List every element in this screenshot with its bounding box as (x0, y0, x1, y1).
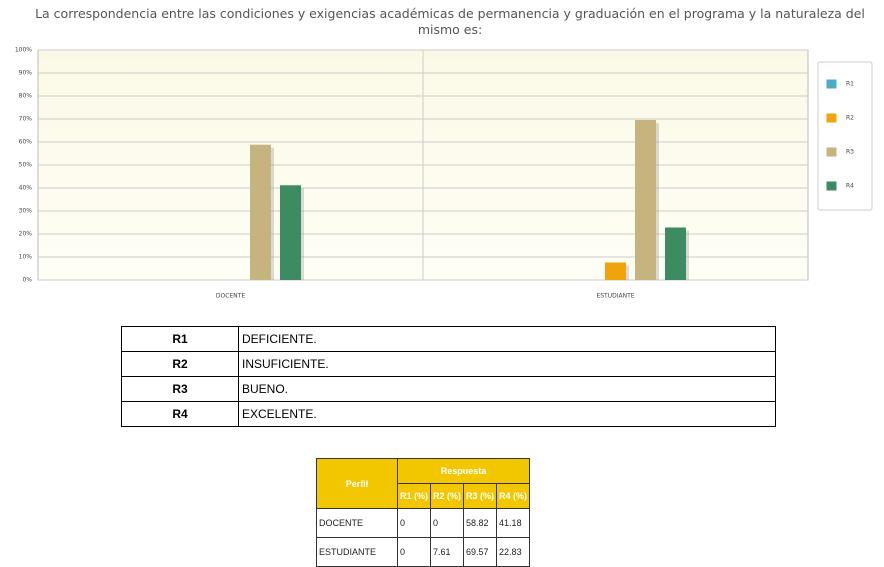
y-tick-label: 80% (19, 93, 33, 100)
y-tick-label: 100% (15, 47, 32, 54)
y-tick-label: 90% (19, 70, 33, 77)
y-tick-label: 20% (19, 231, 33, 238)
definition-cell: BUENO. (238, 376, 776, 402)
header-cell: Respuesta (396, 458, 531, 484)
legend-label: R2 (846, 115, 854, 122)
legend-label: R4 (846, 183, 854, 190)
definition-cell: EXCELENTE. (238, 401, 776, 427)
bar (250, 144, 271, 280)
result-cell: 22.83 (496, 537, 531, 567)
y-tick-label: 50% (19, 162, 33, 169)
header-row: Perfil Respuesta (316, 458, 531, 509)
subheader-cell: R4 (%) (496, 483, 531, 509)
result-row: DOCENTE 0 0 58.82 41.18 (316, 508, 531, 538)
x-tick-label: ESTUDIANTE (596, 293, 634, 300)
definition-row: R2 INSUFICIENTE. (121, 351, 776, 377)
definition-cell: R4 (121, 401, 239, 427)
definition-cell: R3 (121, 376, 239, 402)
legend (817, 61, 873, 211)
bar (635, 119, 656, 280)
definition-cell: R2 (121, 351, 239, 377)
result-cell: 0 (396, 537, 432, 567)
legend-label: R1 (846, 81, 854, 88)
legend-label: R3 (846, 149, 854, 156)
result-cell: 7.61 (430, 537, 465, 567)
bar (280, 185, 301, 280)
definition-row: R4 EXCELENTE. (121, 401, 776, 427)
y-tick-label: 10% (19, 254, 33, 261)
result-cell: DOCENTE (316, 508, 398, 538)
result-cell: 58.82 (463, 508, 498, 538)
legend-swatch (825, 78, 838, 90)
result-row: ESTUDIANTE 0 7.61 69.57 22.83 (316, 537, 531, 567)
legend-swatch (825, 112, 838, 124)
result-cell: ESTUDIANTE (316, 537, 398, 567)
subheader-cell: R3 (%) (463, 483, 498, 509)
y-tick-label: 0% (22, 277, 32, 284)
definition-row: R3 BUENO. (121, 376, 776, 402)
header-cell: Perfil (316, 458, 398, 509)
subheader-cell: R2 (%) (430, 483, 465, 509)
chart-title: La correspondencia entre las condiciones… (35, 6, 865, 37)
legend-swatch (825, 146, 838, 158)
bar (605, 262, 626, 280)
definition-cell: R1 (121, 326, 239, 352)
definitions-table: R1 DEFICIENTE. R2 INSUFICIENTE. R3 BUENO. R4 EX… (121, 326, 776, 427)
definition-cell: INSUFICIENTE. (238, 351, 776, 377)
result-cell: 0 (396, 508, 432, 538)
results-table: Perfil Respuesta R1 (%) R2 (%) R3 (%) R4 (%) D… (316, 458, 531, 567)
result-cell: 0 (430, 508, 465, 538)
y-tick-label: 60% (19, 139, 33, 146)
bar (665, 227, 686, 280)
chart: 0% 10% 20% 30% 40% 50% 60% 70% 80% 90% 100% DOCENTE… (15, 47, 873, 300)
y-tick-label: 30% (19, 208, 33, 215)
definition-cell: DEFICIENTE. (238, 326, 776, 352)
subheader-cell: R1 (%) (396, 483, 432, 509)
y-tick-label: 70% (19, 116, 33, 123)
result-cell: 69.57 (463, 537, 498, 567)
result-cell: 41.18 (496, 508, 531, 538)
subheader-row: R1 (%) R2 (%) R3 (%) R4 (%) (317, 483, 531, 509)
x-tick-label: DOCENTE (216, 293, 245, 300)
legend-swatch (825, 180, 838, 192)
y-tick-label: 40% (19, 185, 33, 192)
definition-row: R1 DEFICIENTE. (121, 326, 776, 352)
